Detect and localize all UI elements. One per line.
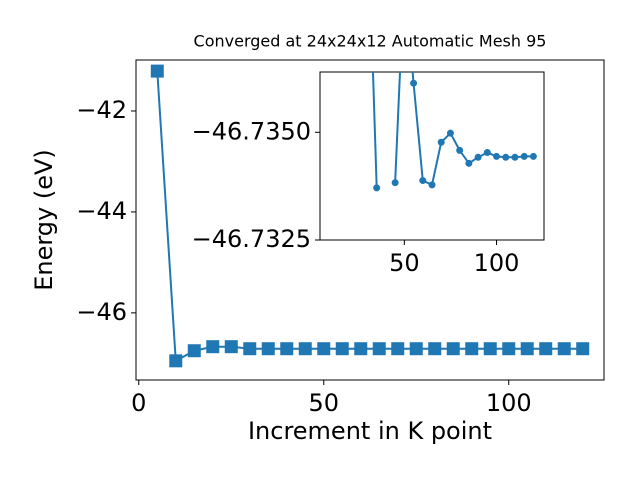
data-point [373, 184, 381, 192]
y-tick-label: −42 [76, 96, 127, 124]
data-point [437, 138, 445, 146]
data-point [474, 153, 482, 161]
data-point [465, 342, 479, 356]
data-point [428, 342, 442, 356]
chart-title: Converged at 24x24x12 Automatic Mesh 95 [194, 32, 547, 51]
plot-area [319, 71, 545, 241]
x-axis-label: Increment in K point [248, 417, 492, 445]
y-tick-label: −46.7350 [192, 117, 311, 145]
x-tick-label: 50 [308, 389, 339, 417]
data-point [354, 342, 368, 356]
y-tick-label: −44 [76, 197, 127, 225]
series [371, 72, 537, 192]
data-point [206, 340, 220, 354]
data-point [576, 342, 590, 356]
x-tick-label: 0 [131, 389, 146, 417]
data-point [520, 342, 534, 356]
data-point [502, 153, 510, 161]
data-point [539, 342, 553, 356]
data-point [372, 342, 386, 356]
y-axis-label: Energy (eV) [30, 149, 58, 291]
data-line [371, 72, 534, 188]
data-point [446, 129, 454, 137]
data-point [419, 177, 427, 185]
data-point [465, 159, 473, 167]
data-point [493, 152, 501, 160]
data-point [169, 354, 183, 368]
data-point [187, 344, 201, 358]
data-point [428, 181, 436, 189]
data-point [410, 79, 418, 87]
data-point [335, 342, 349, 356]
x-tick-label: 50 [389, 249, 420, 277]
data-point [224, 340, 238, 354]
y-tick-label: −46.7325 [192, 225, 311, 253]
data-point [280, 342, 294, 356]
data-point [150, 64, 164, 78]
data-point [261, 342, 275, 356]
data-point [483, 149, 491, 157]
data-point [483, 342, 497, 356]
x-tick-label: 100 [486, 389, 532, 417]
data-point [391, 179, 399, 187]
data-point [409, 342, 423, 356]
data-point [502, 342, 516, 356]
data-point [446, 342, 460, 356]
y-tick-label: −46 [76, 298, 127, 326]
data-point [511, 153, 519, 161]
data-point [456, 146, 464, 154]
data-point [529, 152, 537, 160]
series [150, 64, 590, 368]
data-point [391, 342, 405, 356]
x-tick-label: 100 [474, 249, 520, 277]
data-point [243, 342, 257, 356]
data-point [520, 152, 528, 160]
data-point [298, 342, 312, 356]
data-point [317, 342, 331, 356]
data-point [557, 342, 571, 356]
